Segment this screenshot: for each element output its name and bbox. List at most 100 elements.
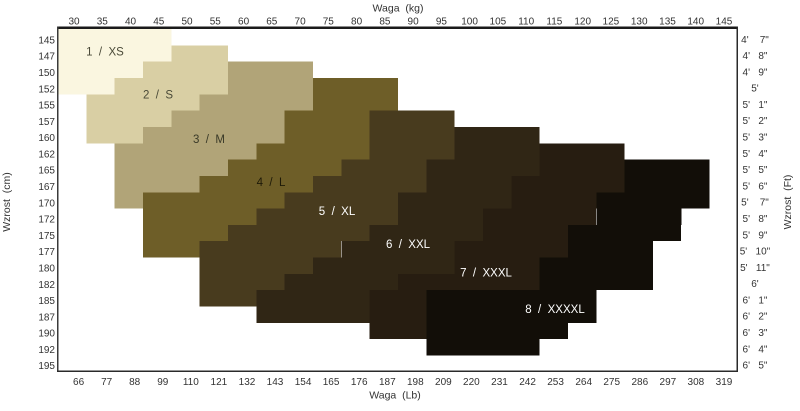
svg-text:Wzrost (cm): Wzrost (cm) <box>1 172 13 232</box>
svg-text:5' 2": 5' 2" <box>743 116 768 127</box>
svg-text:154: 154 <box>295 377 312 388</box>
svg-text:182: 182 <box>38 280 55 291</box>
svg-text:6' 1": 6' 1" <box>743 295 768 306</box>
svg-text:5' 9": 5' 9" <box>743 230 768 241</box>
svg-text:5' 6": 5' 6" <box>743 181 768 192</box>
svg-text:192: 192 <box>38 345 55 356</box>
svg-text:147: 147 <box>38 52 55 63</box>
svg-text:185: 185 <box>38 296 55 307</box>
svg-text:275: 275 <box>603 377 620 388</box>
svg-text:6' 2": 6' 2" <box>743 312 768 323</box>
svg-text:4' 8": 4' 8" <box>743 51 768 62</box>
svg-text:115: 115 <box>546 17 562 28</box>
svg-text:319: 319 <box>716 377 733 388</box>
svg-text:110: 110 <box>183 377 199 388</box>
svg-text:5' 3": 5' 3" <box>743 133 768 144</box>
svg-text:45: 45 <box>153 17 165 28</box>
svg-text:162: 162 <box>38 149 55 160</box>
svg-text:195: 195 <box>38 361 55 372</box>
svg-text:130: 130 <box>631 17 648 28</box>
svg-text:60: 60 <box>238 17 250 28</box>
svg-text:4' 7": 4' 7" <box>741 35 769 46</box>
svg-text:242: 242 <box>519 377 536 388</box>
svg-text:70: 70 <box>295 17 307 28</box>
svg-text:95: 95 <box>436 17 448 28</box>
svg-text:167: 167 <box>38 182 55 193</box>
svg-text:297: 297 <box>660 377 677 388</box>
svg-text:5' 4": 5' 4" <box>743 149 768 160</box>
svg-text:264: 264 <box>575 377 592 388</box>
svg-text:308: 308 <box>688 377 705 388</box>
svg-text:30: 30 <box>68 17 80 28</box>
svg-text:145: 145 <box>38 35 55 46</box>
svg-text:152: 152 <box>38 84 55 95</box>
svg-text:Waga (kg): Waga (kg) <box>373 3 424 15</box>
svg-text:88: 88 <box>129 377 141 388</box>
svg-text:100: 100 <box>461 17 478 28</box>
svg-text:187: 187 <box>379 377 396 388</box>
svg-text:5' 10": 5' 10" <box>740 247 771 258</box>
svg-text:286: 286 <box>631 377 648 388</box>
svg-text:66: 66 <box>73 377 85 388</box>
svg-text:180: 180 <box>38 264 55 275</box>
svg-text:105: 105 <box>490 17 507 28</box>
svg-text:55: 55 <box>210 17 222 28</box>
svg-text:40: 40 <box>125 17 137 28</box>
svg-text:150: 150 <box>38 68 55 79</box>
svg-text:6' 4": 6' 4" <box>743 344 768 355</box>
svg-text:132: 132 <box>239 377 256 388</box>
svg-text:172: 172 <box>38 215 55 226</box>
svg-text:209: 209 <box>435 377 452 388</box>
svg-text:5' 1": 5' 1" <box>743 100 768 111</box>
svg-text:5' 8": 5' 8" <box>743 214 768 225</box>
svg-text:145: 145 <box>716 17 733 28</box>
svg-text:165: 165 <box>323 377 340 388</box>
svg-text:177: 177 <box>38 247 55 258</box>
svg-text:143: 143 <box>267 377 284 388</box>
svg-text:8 / XXXXL: 8 / XXXXL <box>525 304 585 316</box>
svg-text:75: 75 <box>323 17 335 28</box>
svg-text:4' 9": 4' 9" <box>743 67 768 78</box>
svg-text:157: 157 <box>38 117 55 128</box>
svg-text:160: 160 <box>38 133 55 144</box>
svg-text:7 / XXXL: 7 / XXXL <box>460 268 512 280</box>
svg-text:165: 165 <box>38 166 55 177</box>
svg-text:220: 220 <box>463 377 480 388</box>
svg-text:Waga (Lb): Waga (Lb) <box>369 390 421 402</box>
svg-text:140: 140 <box>687 17 704 28</box>
svg-text:5' 5": 5' 5" <box>743 165 768 176</box>
svg-text:85: 85 <box>379 17 391 28</box>
svg-text:6 / XXL: 6 / XXL <box>386 239 431 251</box>
svg-text:190: 190 <box>38 329 55 340</box>
svg-text:6' 3": 6' 3" <box>743 328 768 339</box>
svg-text:121: 121 <box>211 377 228 388</box>
svg-text:5' 11": 5' 11" <box>740 263 770 274</box>
svg-text:35: 35 <box>97 17 109 28</box>
svg-text:2 / S: 2 / S <box>143 90 173 102</box>
svg-text:3 / M: 3 / M <box>193 134 225 146</box>
svg-text:155: 155 <box>38 101 55 112</box>
svg-text:231: 231 <box>491 377 508 388</box>
svg-text:135: 135 <box>659 17 676 28</box>
svg-text:253: 253 <box>547 377 564 388</box>
svg-text:175: 175 <box>38 231 55 242</box>
svg-text:50: 50 <box>181 17 193 28</box>
svg-text:110: 110 <box>518 17 534 28</box>
svg-text:120: 120 <box>574 17 591 28</box>
svg-text:80: 80 <box>351 17 363 28</box>
svg-text:187: 187 <box>38 312 55 323</box>
svg-text:125: 125 <box>603 17 620 28</box>
svg-text:77: 77 <box>101 377 113 388</box>
svg-text:5': 5' <box>751 84 759 95</box>
svg-text:198: 198 <box>407 377 424 388</box>
svg-text:6' 5": 6' 5" <box>743 361 768 372</box>
svg-text:1 / XS: 1 / XS <box>86 47 124 59</box>
svg-text:65: 65 <box>266 17 278 28</box>
svg-text:5 / XL: 5 / XL <box>319 206 356 218</box>
svg-text:176: 176 <box>351 377 368 388</box>
svg-text:90: 90 <box>408 17 420 28</box>
svg-text:Wzrost (Ft): Wzrost (Ft) <box>782 175 794 230</box>
svg-text:99: 99 <box>157 377 169 388</box>
svg-text:6': 6' <box>751 279 759 290</box>
svg-text:5' 7": 5' 7" <box>741 198 769 209</box>
